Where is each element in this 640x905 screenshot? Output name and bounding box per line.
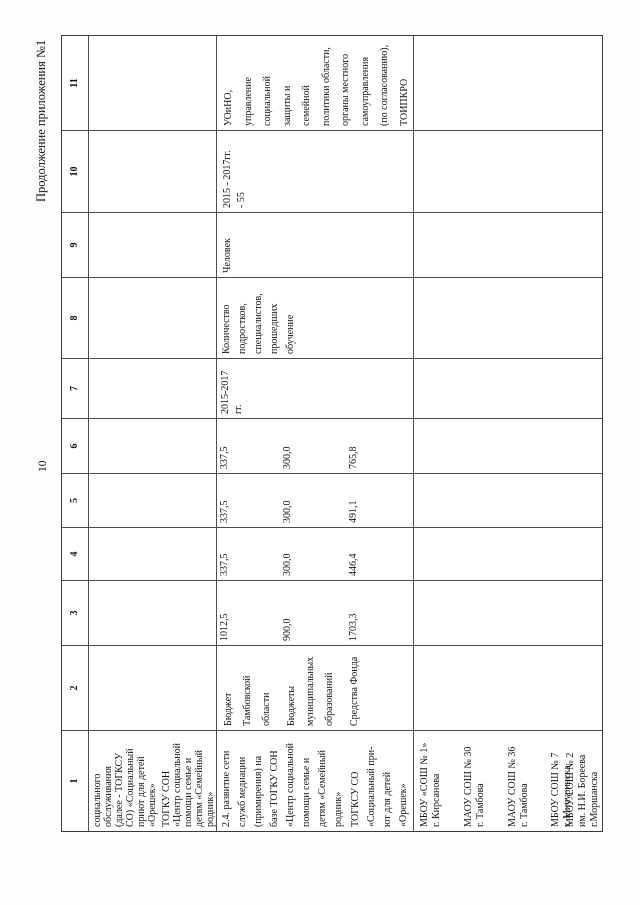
empty-cell: [88, 528, 216, 581]
empty-cell: [88, 213, 216, 278]
total-amount-cell: 1012,5 900,0 1703,3: [216, 581, 413, 646]
activity-2-4-text: 2.4. развитие сети служб медиации (прими…: [221, 743, 344, 827]
budget2-total: 900,0: [282, 618, 293, 642]
row-main-activity-cell: 2.4. развитие сети служб медиации (прими…: [216, 731, 413, 831]
col-header-6: 6: [62, 419, 88, 474]
col-header-4: 4: [62, 528, 88, 581]
col-header-7: 7: [62, 359, 88, 419]
empty-cell: [413, 131, 602, 213]
budget2-year1: 300,0: [282, 553, 293, 577]
page-number: 10: [37, 460, 49, 473]
empty-cell: [413, 528, 602, 581]
col-header-5: 5: [62, 474, 88, 528]
budget-source-cell: Бюджет Тамбовской области Бюджеты муници…: [216, 646, 413, 731]
responsible-cell: УОиНО, управление социальной защиты и се…: [216, 36, 413, 131]
col-header-3: 3: [62, 581, 88, 646]
empty-cell: [413, 581, 602, 646]
empty-cell: [88, 474, 216, 528]
budget1-year1: 337,5: [219, 553, 230, 577]
col-header-9: 9: [62, 213, 88, 278]
continuation-paragraph-2: ТОГКУ СОН «Центр социальной помощи семье…: [161, 743, 216, 827]
col-header-1: 1: [69, 778, 80, 784]
continuation-paragraph-1: социального обслуживания (далее - ТОГКСУ…: [92, 748, 158, 827]
indicator-cell: Количество подростков, специалистов, про…: [216, 278, 413, 359]
empty-cell: [88, 419, 216, 474]
school-1: МБОУ «СОШ № 1» г. Кирсанова: [419, 742, 442, 827]
budget2-year2: 300,0: [282, 500, 293, 524]
target-text: 2015 - 2017гг. - 55: [222, 150, 247, 208]
school-2: МАОУ СОШ № 30 г. Тамбова: [463, 746, 486, 827]
budget1-year2: 337,5: [219, 500, 230, 524]
empty-cell: [413, 419, 602, 474]
responsible-text: УОиНО, управление социальной защиты и се…: [223, 44, 410, 126]
row-continuation-activity-cell: социального обслуживания (далее - ТОГКСУ…: [88, 731, 216, 831]
empty-cell: [88, 359, 216, 419]
empty-cell: [88, 36, 216, 131]
unit-cell: Человек: [216, 213, 413, 278]
budget3-source: Средства Фонда: [349, 656, 360, 726]
empty-cell: [413, 278, 602, 359]
target-value-cell: 2015 - 2017гг. - 55: [216, 131, 413, 213]
school-5: МБОУ СОШ № 2 им. Н.И. Бореева г.Моршанск…: [565, 752, 600, 827]
empty-cell: [88, 646, 216, 731]
year3-amount-cell: 337,5 300,0 765,8: [216, 419, 413, 474]
unit-text: Человек: [222, 238, 233, 273]
empty-cell: [88, 131, 216, 213]
period-cell: 2015-2017 гг.: [216, 359, 413, 419]
budget3-year1: 446,4: [348, 553, 359, 577]
budget1-year3: 337,5: [219, 446, 230, 470]
school-3: МАОУ СОШ № 36 г. Тамбова: [507, 746, 530, 827]
budget2-year3: 300,0: [282, 446, 293, 470]
col-header-10: 10: [62, 131, 88, 213]
appendix-continuation-title: Продолжение приложения №1: [34, 39, 48, 202]
budget1-total: 1012,5: [219, 613, 230, 642]
indicator-text: Количество подростков, специалистов, про…: [221, 293, 296, 354]
financing-table: 1 2 3 4 5 6 7 8 9 10 11 социального обсл…: [61, 35, 603, 832]
empty-cell: [413, 646, 602, 731]
year2-amount-cell: 337,5 300,0 491,1: [216, 474, 413, 528]
empty-cell: [413, 213, 602, 278]
col-header-11: 11: [62, 36, 88, 131]
budget1-source: Бюджет Тамбовской области: [223, 675, 272, 726]
budget3-year3: 765,8: [348, 446, 359, 470]
budget3-year2: 491,1: [348, 500, 359, 524]
activity-2-4-org: ТОГКСУ СО «Социальный при- ют для детей …: [350, 746, 409, 827]
empty-cell: [413, 359, 602, 419]
empty-cell: [413, 474, 602, 528]
col-header-8: 8: [62, 278, 88, 359]
row-schools-cell: МБОУ «СОШ № 1» г. Кирсанова МАОУ СОШ № 3…: [413, 731, 602, 831]
empty-cell: [88, 581, 216, 646]
empty-cell: [413, 36, 602, 131]
period-text: 2015-2017 гг.: [220, 370, 244, 414]
empty-cell: [88, 278, 216, 359]
year1-amount-cell: 337,5 300,0 446,4: [216, 528, 413, 581]
budget2-source: Бюджеты муниципальных образований: [286, 656, 335, 726]
budget3-total: 1703,3: [348, 613, 359, 642]
col-header-2: 2: [62, 646, 88, 731]
